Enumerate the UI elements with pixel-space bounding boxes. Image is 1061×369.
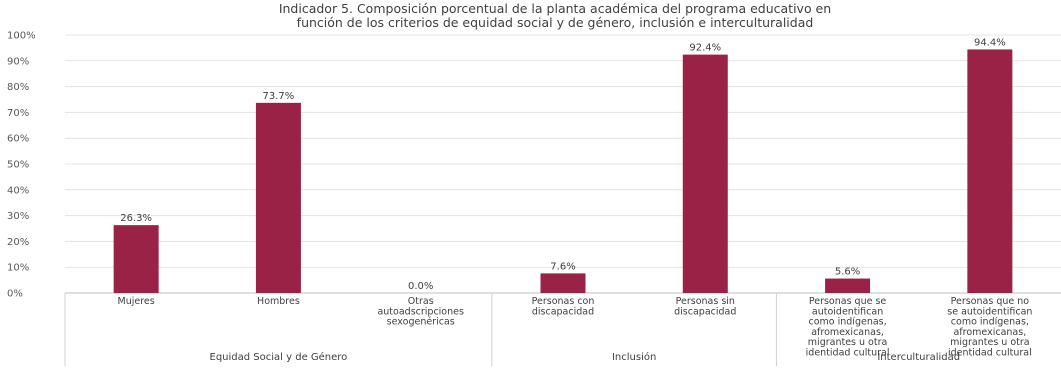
x-category-label: Mujeres	[118, 296, 155, 307]
y-tick-label: 40%	[7, 185, 29, 196]
data-label: 26.3%	[120, 213, 152, 224]
bar	[113, 225, 159, 293]
x-category-label: Otras	[408, 296, 434, 307]
y-tick-label: 80%	[7, 82, 29, 93]
chart-title-line-1: Indicador 5. Composición porcentual de l…	[278, 1, 832, 16]
y-tick-label: 30%	[7, 211, 29, 222]
group-label: Interculturalidad	[877, 352, 960, 363]
x-category-label: se autoidentifican	[947, 306, 1032, 317]
y-tick-label: 70%	[7, 108, 29, 119]
data-label: 73.7%	[263, 91, 295, 102]
x-category-label: autoidentifican	[812, 306, 883, 317]
bar	[967, 49, 1013, 293]
data-label: 7.6%	[550, 261, 575, 272]
x-category-label: afromexicanas,	[953, 327, 1026, 338]
group-label: Equidad Social y de Género	[210, 351, 348, 363]
group-label: Inclusión	[612, 351, 656, 363]
bar	[682, 54, 728, 293]
x-category-label: discapacidad	[532, 306, 594, 317]
x-category-label: Personas que no	[951, 296, 1030, 307]
x-category-label: Hombres	[257, 296, 300, 307]
x-category-label: como indígenas,	[809, 317, 887, 328]
y-tick-label: 10%	[7, 263, 29, 274]
x-category-label: Personas con	[532, 296, 595, 307]
x-category-label: Personas sin	[676, 296, 735, 307]
x-category-label: identidad cultural	[948, 348, 1032, 359]
x-category-label: discapacidad	[674, 306, 736, 317]
x-category-label: como indígenas,	[951, 317, 1029, 328]
x-category-label: afromexicanas,	[811, 327, 884, 338]
chart-title-line-2: función de los criterios de equidad soci…	[296, 15, 814, 30]
bar	[540, 273, 586, 293]
x-category-label: identidad cultural	[806, 348, 890, 359]
data-label: 92.4%	[689, 43, 721, 54]
y-tick-label: 90%	[7, 56, 29, 67]
y-tick-label: 20%	[7, 237, 29, 248]
data-label: 0.0%	[408, 281, 433, 292]
data-label: 5.6%	[835, 267, 860, 278]
x-category-label: Personas que se	[809, 296, 887, 307]
y-tick-label: 0%	[7, 289, 23, 300]
chart-title: Indicador 5. Composición porcentual de l…	[70, 2, 1040, 30]
x-category-label: migrantes u otra	[950, 337, 1030, 348]
y-tick-label: 50%	[7, 160, 29, 171]
y-tick-label: 100%	[7, 31, 36, 42]
y-tick-label: 60%	[7, 134, 29, 145]
bar	[825, 278, 871, 293]
x-category-label: migrantes u otra	[808, 337, 888, 348]
x-category-label: autoadscripciones	[377, 306, 464, 317]
bar	[255, 102, 301, 293]
x-category-label: sexogenéricas	[387, 317, 455, 328]
data-label: 94.4%	[974, 37, 1006, 48]
